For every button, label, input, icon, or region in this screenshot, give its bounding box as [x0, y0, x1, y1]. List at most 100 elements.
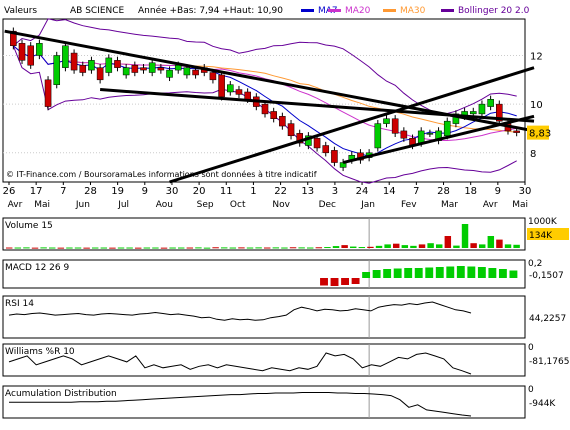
rsi-panel: RSI 14 44,2257: [2, 295, 569, 339]
volume-bar: [418, 244, 426, 248]
x-tick-label: 9: [495, 186, 501, 197]
month-label: Avr: [483, 200, 498, 210]
volume-bar: [117, 247, 125, 249]
volume-bar: [126, 247, 133, 249]
candle-body: [96, 67, 104, 81]
month-label: Jul: [117, 200, 129, 210]
rsi-value-box: [527, 311, 569, 323]
header-label: Valeurs: [4, 6, 37, 16]
month-label: Sep: [197, 200, 214, 210]
volume-bar: [479, 244, 486, 248]
macd-bar: [341, 278, 350, 285]
macd-bar: [467, 266, 476, 278]
candle-body: [122, 67, 130, 76]
candle-body: [244, 91, 251, 100]
x-tick-label: 7: [413, 186, 419, 197]
volume-bar: [350, 246, 357, 248]
candle-body: [105, 57, 113, 73]
rsi-frame: [2, 295, 526, 339]
candle-body: [10, 30, 17, 47]
volume-bar: [203, 247, 211, 249]
volume-bar: [49, 247, 56, 249]
candle-body: [62, 45, 69, 68]
candle-body: [496, 103, 503, 122]
volume-bar: [401, 245, 409, 248]
macd-bar: [488, 268, 497, 278]
volume-bar: [135, 247, 142, 249]
indicator-panels: Volume 15 1000K 134K MACD 12 26 9 0,2 -0,1507…: [2, 217, 569, 419]
williams-line: [8, 352, 472, 375]
legend-swatch-ma20: [328, 9, 341, 12]
volume-bar: [143, 247, 151, 249]
price-last-value-box: [527, 125, 549, 140]
candle-body: [452, 113, 460, 124]
legend-ma30: MA30: [400, 6, 426, 16]
volume-bar: [264, 247, 271, 249]
volume-bar: [496, 239, 503, 248]
accumulation-value-box: [527, 396, 569, 408]
candle-body: [296, 133, 303, 144]
volume-bar: [169, 247, 176, 249]
volume-bar: [23, 247, 30, 249]
williams-tick-label: 0: [528, 343, 534, 353]
x-tick-label: 11: [220, 186, 233, 197]
volume-bar: [221, 247, 228, 249]
volume-bar: [6, 247, 13, 249]
candle-body: [209, 72, 217, 81]
legend-swatch-ma7: [301, 9, 314, 12]
month-label: Fev: [401, 200, 417, 210]
x-tick-label: 1: [250, 186, 256, 197]
candle-body: [331, 150, 338, 163]
candle-body: [70, 52, 78, 71]
candle-body: [88, 60, 95, 71]
volume-bar: [307, 247, 314, 249]
candle-body: [192, 69, 199, 76]
macd-bar: [456, 266, 465, 278]
volume-bar: [315, 247, 323, 249]
macd-bar: [498, 269, 507, 278]
x-tick-label: 14: [383, 186, 396, 197]
macd-bar: [425, 267, 434, 278]
volume-bar: [461, 224, 469, 248]
month-label: Jan: [360, 200, 375, 210]
macd-bar: [404, 268, 413, 278]
volume-bar: [160, 247, 168, 249]
candle-body: [487, 99, 494, 107]
volume-title: Volume 15: [5, 221, 53, 231]
x-tick-label: 26: [3, 186, 16, 197]
candle-body: [383, 118, 390, 124]
accumulation-title: Acumulation Distribution: [5, 389, 117, 399]
williams-title: Williams %R 10: [5, 347, 75, 357]
candle-body: [261, 103, 269, 115]
header-stats: Année +Bas: 7,94 +Haut: 10,90: [138, 5, 283, 16]
volume-bar: [186, 247, 194, 249]
month-label: Mar: [441, 200, 458, 210]
trendline-secondary: [100, 88, 535, 123]
macd-bar: [362, 272, 371, 278]
candle-body: [279, 116, 286, 127]
candle-body: [140, 67, 147, 71]
volume-bar: [289, 247, 297, 249]
candle-body: [235, 89, 243, 95]
volume-bar: [436, 244, 443, 248]
williams-last-value: -81,1765: [529, 357, 569, 367]
candle-body: [131, 64, 139, 73]
volume-bar: [281, 247, 288, 249]
x-tick-label: 9: [142, 186, 148, 197]
accumulation-panel: Acumulation Distribution 0 -944K: [2, 385, 569, 419]
candle-body: [114, 60, 121, 68]
macd-title: MACD 12 26 9: [5, 263, 69, 273]
accumulation-tick-label: 0: [528, 385, 534, 395]
month-label: Jun: [75, 200, 90, 210]
volume-bar: [109, 247, 116, 249]
volume-bar: [341, 245, 348, 248]
macd-last-value: -0,1507: [529, 271, 564, 281]
x-tick-label: 24: [356, 186, 369, 197]
x-tick-label: 30: [166, 186, 179, 197]
legend-ma20: MA20: [345, 6, 371, 16]
price-panel: 12 10 8 8,83 © IT-Finance.com / BoursoramaLe…: [2, 18, 551, 210]
month-label: Oct: [230, 200, 246, 210]
x-tick-label: 19: [111, 186, 124, 197]
williams-panel: Williams %R 10 0 -81,1765: [2, 343, 569, 377]
